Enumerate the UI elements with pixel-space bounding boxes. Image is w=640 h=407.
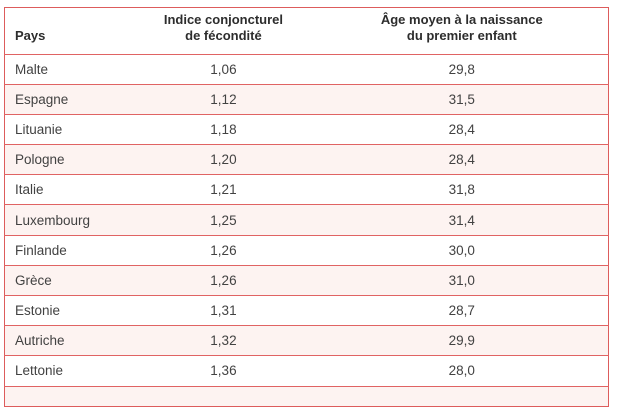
column-header-0: Pays bbox=[4, 7, 132, 55]
table-cell: 31,4 bbox=[315, 204, 609, 236]
table-cell: 31,0 bbox=[315, 264, 609, 296]
table-cell: 1,18 bbox=[131, 113, 316, 145]
table-cell: 29,9 bbox=[315, 325, 609, 356]
table-cell bbox=[4, 385, 609, 407]
table-row: Italie 1,21 31,8 bbox=[4, 174, 609, 205]
partial-table-row bbox=[4, 385, 609, 407]
fertility-table-container: Pays Indice conjoncturel de fécondité Âge … bbox=[4, 7, 609, 407]
table-cell: Italie bbox=[4, 174, 132, 205]
table-cell: 1,06 bbox=[131, 53, 316, 85]
table-row: Estonie 1,31 28,7 bbox=[4, 294, 609, 326]
table-row: Espagne 1,12 31,5 bbox=[4, 83, 609, 115]
table-cell: 1,26 bbox=[131, 264, 316, 296]
table-cell: 28,4 bbox=[315, 144, 609, 175]
table-cell: Espagne bbox=[4, 83, 132, 115]
table-cell: 28,7 bbox=[315, 294, 609, 326]
table-header: Pays Indice conjoncturel de fécondité Âge … bbox=[4, 7, 609, 55]
table-cell: Lituanie bbox=[4, 113, 132, 145]
fertility-table: Pays Indice conjoncturel de fécondité Âge … bbox=[4, 7, 609, 407]
table-cell: 1,32 bbox=[131, 325, 316, 356]
table-cell: 31,5 bbox=[315, 83, 609, 115]
table-row: Lituanie 1,18 28,4 bbox=[4, 113, 609, 145]
table-row: Malte 1,06 29,8 bbox=[4, 53, 609, 85]
table-row: Pologne 1,20 28,4 bbox=[4, 144, 609, 175]
table-cell: 1,31 bbox=[131, 294, 316, 326]
table-row: Autriche 1,32 29,9 bbox=[4, 325, 609, 356]
table-body: Malte 1,06 29,8 Espagne 1,12 31,5 Lituanie 1,18… bbox=[4, 53, 609, 407]
header-row: Pays Indice conjoncturel de fécondité Âge … bbox=[4, 7, 609, 55]
table-cell: Lettonie bbox=[4, 355, 132, 387]
table-cell: Autriche bbox=[4, 325, 132, 356]
table-cell: 1,12 bbox=[131, 83, 316, 115]
table-cell: Malte bbox=[4, 53, 132, 85]
table-cell: Finlande bbox=[4, 234, 132, 266]
table-cell: 29,8 bbox=[315, 53, 609, 85]
table-cell: Grèce bbox=[4, 264, 132, 296]
table-cell: 1,21 bbox=[131, 174, 316, 205]
table-cell: 1,36 bbox=[131, 355, 316, 387]
table-cell: Luxembourg bbox=[4, 204, 132, 236]
table-cell: 30,0 bbox=[315, 234, 609, 266]
table-row: Grèce 1,26 31,0 bbox=[4, 264, 609, 296]
table-row: Lettonie 1,36 28,0 bbox=[4, 355, 609, 387]
table-cell: Estonie bbox=[4, 294, 132, 326]
table-cell: 28,4 bbox=[315, 113, 609, 145]
column-header-1: Indice conjoncturel de fécondité bbox=[131, 7, 316, 55]
table-cell: Pologne bbox=[4, 144, 132, 175]
column-header-2: Âge moyen à la naissance du premier enfa… bbox=[315, 7, 609, 55]
table-cell: 1,25 bbox=[131, 204, 316, 236]
table-cell: 28,0 bbox=[315, 355, 609, 387]
table-cell: 1,26 bbox=[131, 234, 316, 266]
table-cell: 31,8 bbox=[315, 174, 609, 205]
table-cell: 1,20 bbox=[131, 144, 316, 175]
table-row: Luxembourg 1,25 31,4 bbox=[4, 204, 609, 236]
table-row: Finlande 1,26 30,0 bbox=[4, 234, 609, 266]
